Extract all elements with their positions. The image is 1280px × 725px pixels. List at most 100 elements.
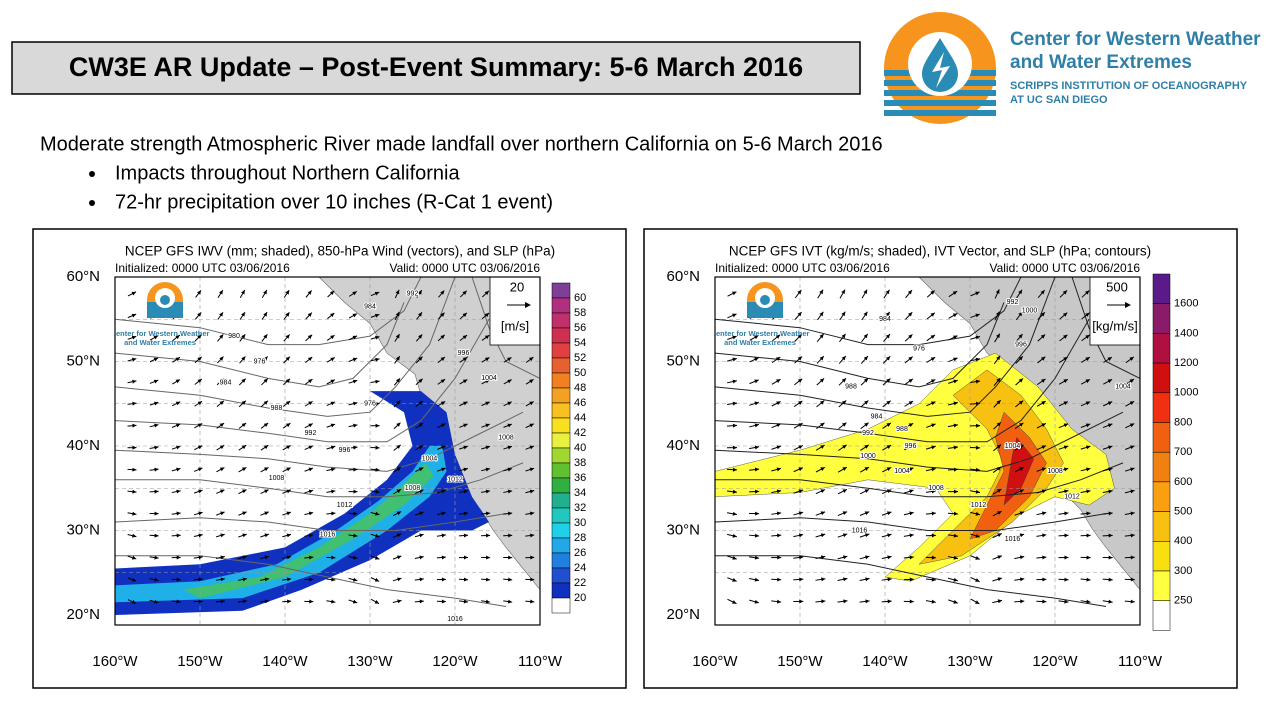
lon-label: 130°W [947, 653, 993, 670]
colorbar-label: 1400 [1174, 327, 1198, 339]
colorbar-swatch [552, 493, 570, 508]
colorbar-label: 300 [1174, 565, 1192, 577]
colorbar-swatch [552, 583, 570, 598]
contour-label: 1016 [447, 616, 463, 623]
colorbar-swatch [552, 478, 570, 493]
colorbar-label: 36 [574, 472, 586, 484]
colorbar-label: 42 [574, 427, 586, 439]
colorbar-label: 22 [574, 577, 586, 589]
contour-label: 976 [364, 401, 376, 408]
colorbar-label: 34 [574, 487, 586, 499]
lon-label: 110°W [518, 653, 563, 670]
bullet-dot [89, 200, 95, 206]
colorbar-swatch [552, 358, 570, 373]
summary-lead: Moderate strength Atmospheric River made… [40, 133, 883, 155]
colorbar-label: 700 [1174, 446, 1192, 458]
contour-label: 988 [845, 384, 857, 391]
contour-label: 1016 [852, 527, 868, 534]
colorbar-swatch [1153, 274, 1170, 304]
contour-label: 980 [228, 333, 240, 340]
colorbar-label: 38 [574, 457, 586, 469]
lat-label: 60°N [666, 268, 700, 285]
colorbar-swatch [552, 553, 570, 568]
lon-label: 120°W [1032, 653, 1078, 670]
logo-name: Center for Western Weather [1010, 29, 1261, 50]
colorbar-swatch [552, 598, 570, 613]
lon-label: 140°W [262, 653, 308, 670]
lon-label: 150°W [177, 653, 223, 670]
colorbar-swatch [552, 313, 570, 328]
lat-label: 50°N [66, 352, 100, 369]
lat-label: 30°N [66, 521, 100, 538]
colorbar-swatch [1153, 333, 1170, 363]
map-initialized: Initialized: 0000 UTC 03/06/2016 [715, 261, 890, 275]
lon-label: 130°W [347, 653, 393, 670]
contour-label: 996 [1015, 341, 1027, 348]
contour-label: 992 [862, 430, 874, 437]
colorbar-label: 1000 [1174, 387, 1198, 399]
bullet: 72-hr precipitation over 10 inches (R-Ca… [115, 191, 553, 213]
contour-label: 1012 [447, 477, 463, 484]
vector-key-unit: [kg/m/s] [1092, 318, 1138, 333]
contour-label: 992 [407, 291, 419, 298]
colorbar-label: 20 [574, 592, 586, 604]
contour-label: 984 [871, 413, 883, 420]
contour-label: 996 [458, 350, 470, 357]
colorbar-label: 500 [1174, 506, 1192, 518]
lat-label: 50°N [666, 352, 700, 369]
lat-label: 20°N [666, 606, 700, 623]
colorbar-label: 28 [574, 532, 586, 544]
contour-label: 1008 [269, 475, 285, 482]
vector-key-unit: [m/s] [501, 318, 529, 333]
colorbar-label: 32 [574, 502, 586, 514]
colorbar-label: 52 [574, 352, 586, 364]
colorbar-label: 400 [1174, 535, 1192, 547]
colorbar-swatch [1153, 482, 1170, 512]
colorbar-swatch [552, 523, 570, 538]
colorbar-label: 50 [574, 367, 586, 379]
contour-label: 1000 [860, 453, 876, 460]
colorbar-swatch [552, 448, 570, 463]
colorbar-swatch [1153, 452, 1170, 482]
inset-logo [160, 295, 170, 305]
lat-label: 60°N [66, 268, 100, 285]
colorbar-label: 250 [1174, 595, 1192, 607]
contour-label: 1008 [928, 485, 944, 492]
colorbar-label: 44 [574, 412, 586, 424]
colorbar-swatch [1153, 393, 1170, 423]
colorbar-swatch [1153, 304, 1170, 334]
contour-label: 1004 [422, 456, 438, 463]
map-valid: Valid: 0000 UTC 03/06/2016 [389, 261, 540, 275]
colorbar-swatch [552, 433, 570, 448]
contour-label: 1004 [481, 375, 497, 382]
colorbar-swatch [552, 298, 570, 313]
inset-logo-text: and Water Extremes [724, 338, 796, 347]
logo-org: SCRIPPS INSTITUTION OF OCEANOGRAPHY [1010, 80, 1248, 92]
colorbar-label: 60 [574, 292, 586, 304]
colorbar-label: 800 [1174, 416, 1192, 428]
contour-label: 984 [879, 316, 891, 323]
contour-label: 1016 [320, 532, 336, 539]
contour-label: 992 [1007, 299, 1019, 306]
colorbar-label: 56 [574, 322, 586, 334]
colorbar-swatch [552, 373, 570, 388]
contour-label: 1004 [894, 468, 910, 475]
colorbar-swatch [552, 568, 570, 583]
contour-label: 1016 [1005, 536, 1021, 543]
colorbar-swatch [1153, 423, 1170, 453]
colorbar-label: 26 [574, 547, 586, 559]
colorbar-swatch [552, 388, 570, 403]
contour-label: 1012 [1064, 494, 1080, 501]
contour-label: 976 [913, 346, 925, 353]
lat-label: 40°N [66, 437, 100, 454]
inset-logo-text: Center for Western Weather [111, 329, 210, 338]
colorbar-swatch [552, 403, 570, 418]
contour-label: 1000 [1022, 308, 1038, 315]
contour-label: 976 [254, 358, 266, 365]
colorbar-label: 1200 [1174, 357, 1198, 369]
map-valid: Valid: 0000 UTC 03/06/2016 [989, 261, 1140, 275]
lon-label: 120°W [432, 653, 478, 670]
colorbar-swatch [552, 418, 570, 433]
